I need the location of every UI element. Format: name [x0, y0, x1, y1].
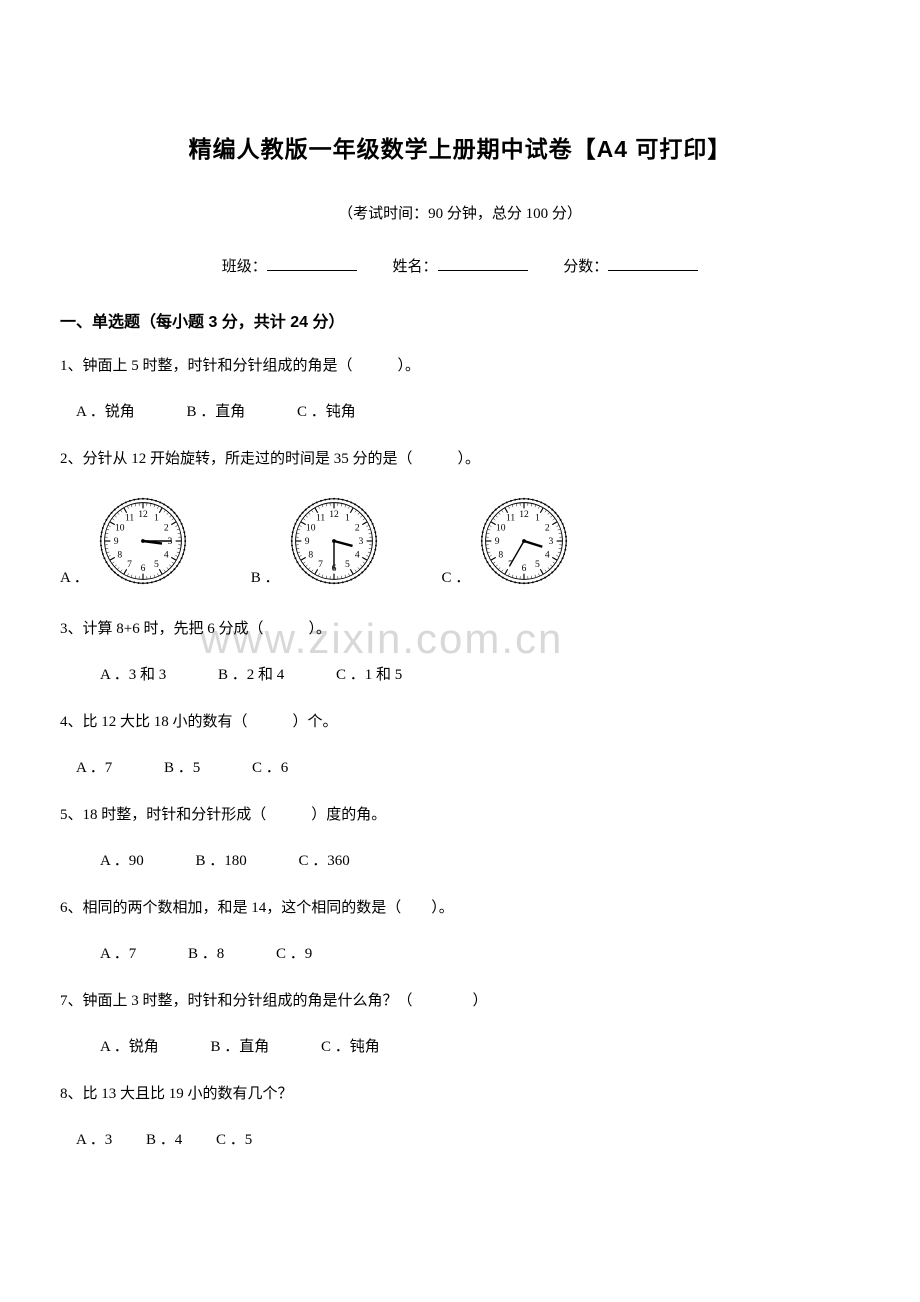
score-blank — [608, 257, 698, 271]
svg-text:5: 5 — [345, 559, 350, 570]
svg-text:9: 9 — [495, 536, 500, 547]
clock-label: B ． — [251, 566, 280, 587]
q7-opt-c: C ．钝角 — [321, 1035, 380, 1056]
svg-text:8: 8 — [499, 549, 504, 560]
question-1: 1、钟面上 5 时整，时针和分针组成的角是（ ）。 — [60, 354, 860, 378]
svg-text:5: 5 — [535, 559, 540, 570]
info-line: 班级： 姓名： 分数： — [60, 255, 860, 276]
svg-text:12: 12 — [520, 509, 530, 520]
q7-opt-a: A ．锐角 — [100, 1035, 159, 1056]
page-title: 精编人教版一年级数学上册期中试卷【A4 可打印】 — [60, 130, 860, 164]
svg-text:8: 8 — [117, 549, 122, 560]
svg-text:12: 12 — [138, 509, 148, 520]
section-header: 一、单选题（每小题 3 分，共计 24 分） — [60, 308, 860, 332]
q4-opt-c: C ．6 — [252, 756, 288, 777]
name-label: 姓名： — [392, 259, 437, 275]
question-8: 8、比 13 大且比 19 小的数有几个？ — [60, 1082, 860, 1106]
score-label: 分数： — [563, 259, 608, 275]
clock-icon: 121234567891011 — [286, 493, 382, 589]
clock-label: A ． — [60, 566, 89, 587]
q6-opt-a: A ．7 — [100, 942, 136, 963]
question-2: 2、分针从 12 开始旋转，所走过的时间是 35 分的是（ ）。 — [60, 447, 860, 471]
svg-text:12: 12 — [329, 509, 339, 520]
svg-text:6: 6 — [140, 563, 145, 574]
q3-opt-b: B ．2 和 4 — [218, 663, 284, 684]
svg-text:9: 9 — [113, 536, 118, 547]
question-5: 5、18 时整，时针和分针形成（ ）度的角。 — [60, 803, 860, 827]
question-6-options: A ．7 B ．8 C ．9 — [60, 942, 860, 963]
svg-text:7: 7 — [127, 559, 132, 570]
q6-opt-c: C ．9 — [276, 942, 312, 963]
svg-text:2: 2 — [354, 522, 359, 533]
clock-icon: 121234567891011 — [476, 493, 572, 589]
clock-label: C ． — [442, 566, 471, 587]
svg-text:2: 2 — [164, 522, 169, 533]
question-4: 4、比 12 大比 18 小的数有（ ）个。 — [60, 710, 860, 734]
q5-opt-b: B ．180 — [196, 849, 247, 870]
name-blank — [438, 257, 528, 271]
svg-text:4: 4 — [545, 549, 550, 560]
svg-text:10: 10 — [305, 522, 315, 533]
q8-opt-c: C ．5 — [216, 1128, 252, 1149]
clock-option-b: B ．121234567891011 — [251, 493, 442, 589]
q7-opt-b: B ．直角 — [211, 1035, 270, 1056]
q4-opt-b: B ．5 — [164, 756, 200, 777]
clock-icon: 121234567891011 — [95, 493, 191, 589]
svg-text:9: 9 — [304, 536, 309, 547]
q1-opt-a: A ．锐角 — [76, 400, 135, 421]
q8-opt-b: B ．4 — [146, 1128, 182, 1149]
class-blank — [267, 257, 357, 271]
svg-text:1: 1 — [535, 513, 540, 524]
svg-text:1: 1 — [345, 513, 350, 524]
clock-option-a: A ．121234567891011 — [60, 493, 251, 589]
svg-text:4: 4 — [354, 549, 359, 560]
question-7: 7、钟面上 3 时整，时针和分针组成的角是什么角？（ ） — [60, 989, 860, 1013]
svg-text:1: 1 — [154, 513, 159, 524]
svg-text:2: 2 — [545, 522, 550, 533]
svg-text:6: 6 — [522, 563, 527, 574]
question-5-options: A ．90 B ．180 C ．360 — [60, 849, 860, 870]
class-label: 班级： — [222, 259, 267, 275]
svg-text:10: 10 — [115, 522, 125, 533]
question-6: 6、相同的两个数相加，和是 14，这个相同的数是（ ）。 — [60, 896, 860, 920]
q8-opt-a: A ．3 — [76, 1128, 112, 1149]
svg-text:10: 10 — [496, 522, 506, 533]
svg-text:8: 8 — [308, 549, 313, 560]
svg-text:11: 11 — [506, 513, 515, 524]
q3-opt-c: C ．1 和 5 — [336, 663, 402, 684]
clock-option-c: C ．121234567891011 — [442, 493, 633, 589]
svg-text:3: 3 — [549, 536, 554, 547]
q5-opt-c: C ．360 — [299, 849, 350, 870]
question-3: 3、计算 8+6 时，先把 6 分成（ ）。 — [60, 617, 860, 641]
q4-opt-a: A ．7 — [76, 756, 112, 777]
q3-opt-a: A ．3 和 3 — [100, 663, 166, 684]
svg-text:3: 3 — [358, 536, 363, 547]
question-4-options: A ．7 B ．5 C ．6 — [60, 756, 860, 777]
q1-opt-c: C ．钝角 — [297, 400, 356, 421]
q1-opt-b: B ．直角 — [187, 400, 246, 421]
svg-text:4: 4 — [164, 549, 169, 560]
q5-opt-a: A ．90 — [100, 849, 144, 870]
question-7-options: A ．锐角 B ．直角 C ．钝角 — [60, 1035, 860, 1056]
exam-subtitle: （考试时间：90 分钟，总分 100 分） — [60, 202, 860, 223]
question-8-options: A ．3 B ．4 C ．5 — [60, 1128, 860, 1149]
question-1-options: A ．锐角 B ．直角 C ．钝角 — [60, 400, 860, 421]
svg-text:11: 11 — [315, 513, 324, 524]
q6-opt-b: B ．8 — [188, 942, 224, 963]
svg-text:7: 7 — [318, 559, 323, 570]
svg-text:11: 11 — [125, 513, 134, 524]
question-3-options: A ．3 和 3 B ．2 和 4 C ．1 和 5 — [60, 663, 860, 684]
svg-text:5: 5 — [154, 559, 159, 570]
clock-row: A ．121234567891011B ．121234567891011C ．1… — [60, 493, 860, 589]
